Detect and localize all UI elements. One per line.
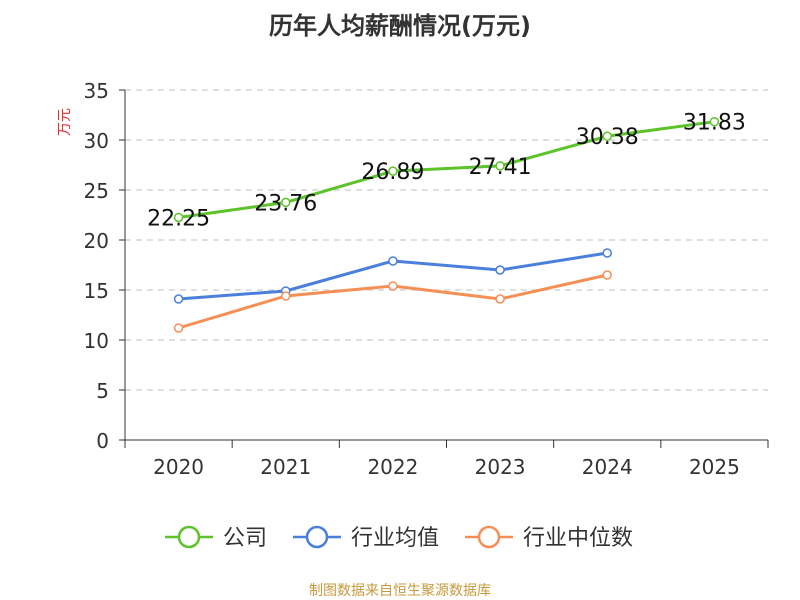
- data-point[interactable]: [495, 294, 505, 304]
- data-point[interactable]: [388, 166, 398, 176]
- data-point[interactable]: [173, 212, 184, 223]
- series-line: [178, 120, 715, 219]
- y-axis-label: 万元: [57, 108, 73, 136]
- series-2: [173, 270, 612, 333]
- data-point[interactable]: [388, 256, 398, 266]
- data-point[interactable]: [495, 161, 505, 171]
- data-label: 26.89: [361, 160, 424, 185]
- y-tick-label: 0: [96, 429, 109, 453]
- data-label: 30.38: [576, 125, 639, 150]
- legend-marker-swatch: [477, 525, 501, 549]
- y-tick-label: 30: [84, 129, 109, 153]
- series-1: [173, 248, 612, 304]
- data-labels: 22.25 23.76 26.89 27.41 30.38 31.83: [147, 111, 746, 232]
- y-tick-label: 5: [96, 379, 109, 403]
- y-tick-label: 35: [84, 79, 109, 103]
- data-label: 23.76: [254, 191, 317, 216]
- legend-item-2[interactable]: 行业中位数: [465, 525, 633, 551]
- data-point[interactable]: [281, 197, 291, 208]
- y-tick-label: 25: [84, 179, 109, 203]
- x-tick-label: 2025: [689, 455, 740, 479]
- y-tick-label: 10: [84, 329, 109, 353]
- data-point[interactable]: [602, 270, 612, 280]
- data-point[interactable]: [602, 131, 612, 141]
- data-point[interactable]: [388, 281, 398, 291]
- legend-marker-swatch: [177, 525, 201, 549]
- x-tick-label: 2021: [260, 455, 311, 479]
- x-tick-label: 2022: [367, 455, 418, 479]
- y-tick-label: 20: [84, 229, 109, 253]
- data-label: 22.25: [147, 207, 210, 232]
- data-point[interactable]: [709, 116, 720, 127]
- legend-item-1[interactable]: 行业均值: [293, 525, 439, 551]
- data-point[interactable]: [173, 294, 184, 304]
- data-label: 31.83: [683, 111, 746, 136]
- x-tick-label: 2020: [153, 455, 204, 479]
- y-tick-label: 15: [84, 279, 109, 303]
- data-point[interactable]: [495, 265, 505, 275]
- source-note: 制图数据来自恒生聚源数据库: [309, 583, 491, 599]
- legend-label: 行业中位数: [523, 526, 633, 551]
- data-label: 27.41: [469, 155, 532, 180]
- x-tick-label: 2024: [582, 455, 633, 479]
- legend-label: 行业均值: [351, 526, 439, 551]
- data-point[interactable]: [602, 248, 612, 258]
- legend-marker-swatch: [305, 525, 329, 549]
- data-point[interactable]: [281, 291, 291, 301]
- legend-item-0[interactable]: 公司: [165, 525, 267, 551]
- data-point[interactable]: [173, 323, 184, 333]
- chart-title: 历年人均薪酬情况(万元): [269, 12, 531, 40]
- series-0: [173, 116, 720, 223]
- legend-label: 公司: [223, 526, 267, 551]
- series-lines: [173, 116, 720, 333]
- legend[interactable]: 公司 行业均值 行业中位数: [165, 525, 633, 551]
- grid-lines: [125, 89, 768, 391]
- x-tick-label: 2023: [475, 455, 526, 479]
